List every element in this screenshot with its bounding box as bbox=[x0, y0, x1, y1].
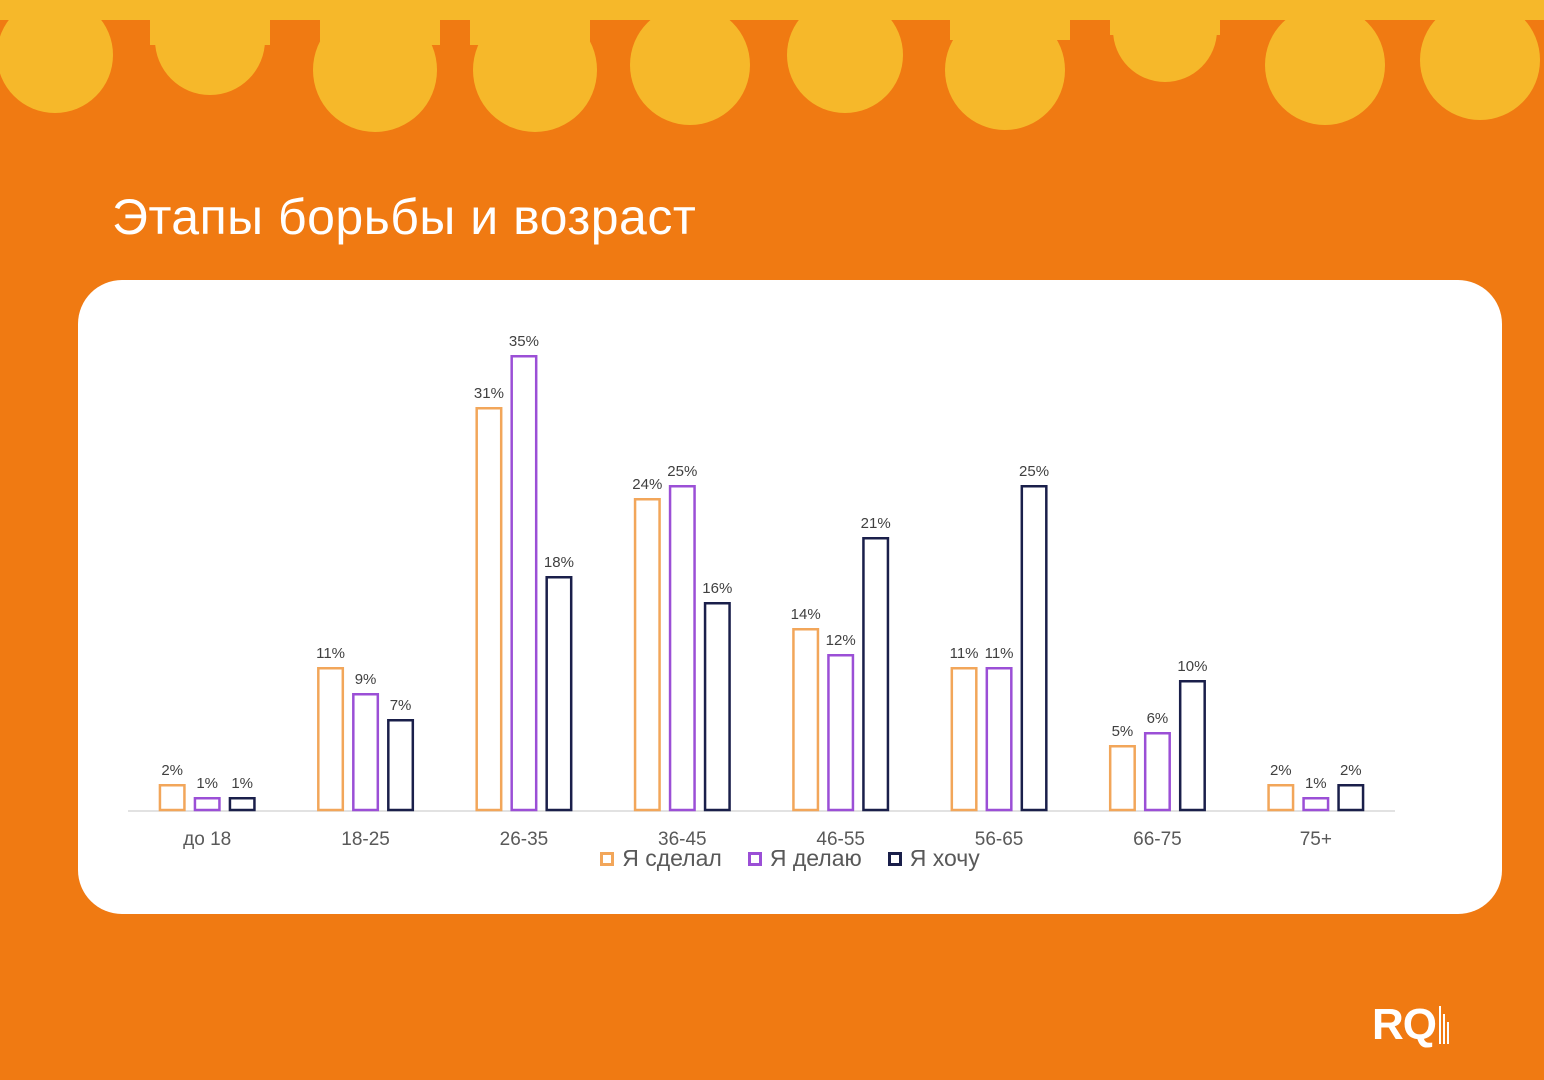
legend-item: Я сделал bbox=[600, 845, 722, 872]
bar-3-3 bbox=[545, 576, 573, 812]
legend-label: Я делаю bbox=[769, 845, 862, 871]
x-tick-label: до 18 bbox=[183, 829, 231, 850]
legend-swatch bbox=[600, 851, 615, 866]
bar-3-2 bbox=[387, 719, 415, 812]
data-label: 2% bbox=[161, 762, 183, 779]
x-tick-label: 36-45 bbox=[658, 829, 707, 850]
data-label: 25% bbox=[667, 463, 697, 480]
data-label: 25% bbox=[1019, 463, 1049, 480]
legend-item: Я делаю bbox=[747, 845, 862, 872]
data-label: 1% bbox=[196, 775, 218, 792]
page-title: Этапы борьбы и возраст bbox=[112, 189, 697, 245]
data-label: 16% bbox=[702, 580, 732, 597]
legend-label: Я хочу bbox=[909, 845, 980, 871]
logo-bars-icon bbox=[1439, 1006, 1449, 1044]
data-label: 9% bbox=[355, 671, 377, 688]
data-label: 2% bbox=[1340, 762, 1362, 779]
bar-3-6 bbox=[1020, 485, 1048, 812]
data-label: 14% bbox=[791, 606, 821, 623]
bar-1-8 bbox=[1267, 784, 1295, 812]
decorative-circles bbox=[0, 0, 1544, 132]
bar-1-6 bbox=[950, 667, 978, 812]
data-label: 11% bbox=[950, 645, 979, 662]
legend-swatch bbox=[747, 851, 762, 866]
bar-3-7 bbox=[1178, 680, 1206, 812]
data-label: 7% bbox=[390, 697, 412, 714]
legend-label: Я сделал bbox=[622, 845, 722, 871]
x-tick-label: 75+ bbox=[1300, 829, 1332, 850]
bar-2-2 bbox=[352, 693, 380, 812]
logo-text: RQ bbox=[1372, 1000, 1437, 1049]
bar-1-7 bbox=[1108, 745, 1136, 812]
data-label: 1% bbox=[231, 775, 253, 792]
x-tick-label: 66-75 bbox=[1133, 829, 1182, 850]
data-label: 5% bbox=[1112, 723, 1134, 740]
data-label: 31% bbox=[474, 385, 504, 402]
x-tick-label: 46-55 bbox=[816, 829, 865, 850]
bar-1-4 bbox=[633, 498, 661, 812]
data-label: 2% bbox=[1270, 762, 1292, 779]
bar-2-3 bbox=[510, 355, 538, 812]
data-label: 24% bbox=[632, 476, 662, 493]
x-tick-label: 56-65 bbox=[975, 829, 1024, 850]
x-tick-label: 18-25 bbox=[341, 829, 390, 850]
bar-1-3 bbox=[475, 407, 503, 812]
bar-1-2 bbox=[317, 667, 345, 812]
bar-3-8 bbox=[1337, 784, 1365, 812]
bar-1-5 bbox=[792, 628, 820, 812]
bar-2-6 bbox=[985, 667, 1013, 812]
data-label: 1% bbox=[1305, 775, 1327, 792]
data-label: 6% bbox=[1147, 710, 1169, 727]
bar-2-8 bbox=[1302, 797, 1330, 812]
data-label: 18% bbox=[544, 554, 574, 571]
data-label: 11% bbox=[316, 645, 345, 662]
bar-2-1 bbox=[193, 797, 221, 812]
data-label: 35% bbox=[509, 333, 539, 350]
legend-item: Я хочу bbox=[887, 845, 980, 872]
bar-3-5 bbox=[862, 537, 890, 812]
chart-card: 2% 1% 1% до 18 11% 9% 7% 18-25 31% 35% 18% 26-35 24%… bbox=[78, 280, 1502, 914]
bar-2-4 bbox=[668, 485, 696, 812]
data-label: 11% bbox=[985, 645, 1014, 662]
chart-legend: Я сделал Я делаю Я хочу bbox=[78, 845, 1502, 872]
bar-3-1 bbox=[228, 797, 256, 812]
data-label: 12% bbox=[826, 632, 856, 649]
x-tick-label: 26-35 bbox=[500, 829, 549, 850]
bar-2-7 bbox=[1143, 732, 1171, 812]
bar-2-5 bbox=[827, 654, 855, 812]
data-label: 10% bbox=[1177, 658, 1207, 675]
bar-chart: 2% 1% 1% до 18 11% 9% 7% 18-25 31% 35% 18% 26-35 24%… bbox=[128, 333, 1395, 850]
data-label: 21% bbox=[861, 515, 891, 532]
bar-1-1 bbox=[158, 784, 186, 812]
legend-swatch bbox=[887, 851, 902, 866]
rq-logo: RQ bbox=[1372, 1000, 1449, 1050]
bar-3-4 bbox=[703, 602, 731, 812]
